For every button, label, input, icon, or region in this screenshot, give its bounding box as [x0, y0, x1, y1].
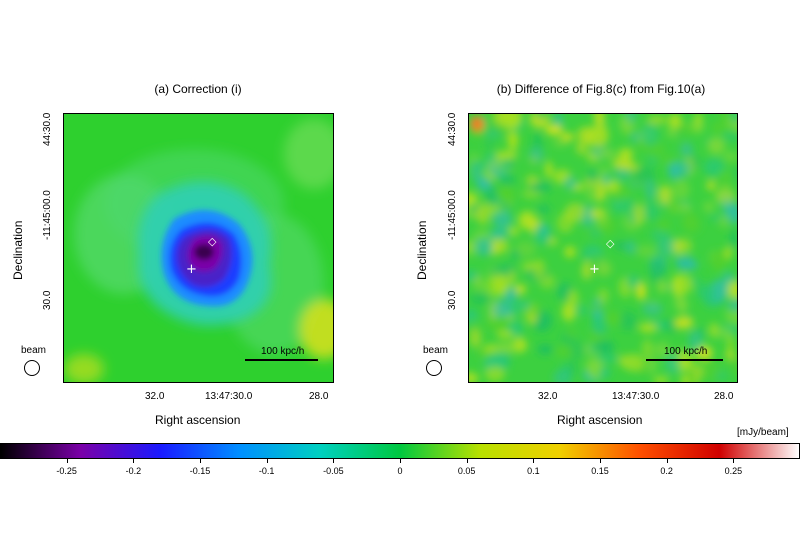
- colorbar-tick-mark: [666, 459, 668, 463]
- colorbar-tick-label: 0.25: [724, 466, 743, 476]
- panel-b-title: (b) Difference of Fig.8(c) from Fig.10(a…: [496, 82, 706, 96]
- colorbar-tick-label: -0.25: [56, 466, 77, 476]
- colorbar-tick-label: -0.15: [189, 466, 211, 476]
- panel-b-map: ◇ + 100 kpc/h: [468, 113, 738, 383]
- panel-a-beam-label: beam: [21, 345, 47, 356]
- colorbar-tick-mark: [333, 459, 335, 463]
- panel-b-scalebar-label: 100 kpc/h: [664, 346, 708, 357]
- colorbar-tick-mark: [533, 459, 535, 463]
- panel-a-diamond-marker: ◇: [208, 235, 217, 248]
- colorbar-tick-mark: [133, 459, 135, 463]
- panel-b-ytick-3: 30.0: [447, 290, 458, 310]
- colorbar-tick-label: 0.2: [660, 466, 673, 476]
- panel-b-xtick-2: 13:47:30.0: [612, 391, 660, 402]
- panel-a-ytick-2: -11:45:00.0: [42, 190, 53, 240]
- colorbar-tick-label: -0.1: [258, 466, 275, 476]
- panel-b-beam-label: beam: [423, 345, 449, 356]
- panel-b-cross-marker: +: [589, 262, 600, 277]
- colorbar-tick-label: 0: [397, 466, 403, 476]
- panel-b-xlabel: Right ascension: [557, 413, 643, 427]
- panel-a-cross-marker: +: [186, 262, 197, 277]
- colorbar-unit: [mJy/beam]: [737, 427, 789, 438]
- colorbar-tick-label: 0.15: [591, 466, 609, 476]
- colorbar-tick-label: 0.1: [527, 466, 540, 476]
- panel-a-ylabel: Declination: [11, 220, 25, 280]
- panel-a-map: ◇ + 100 kpc/h: [63, 113, 334, 383]
- colorbar-tick-mark: [466, 459, 468, 463]
- colorbar-tick-label: 0.05: [457, 466, 476, 476]
- panel-a-beam-icon: [24, 360, 40, 376]
- panel-a-image: ◇ +: [64, 114, 333, 382]
- panel-b-diamond-marker: ◇: [606, 237, 615, 250]
- colorbar-tick-mark: [200, 459, 201, 463]
- panel-a-ytick-3: 30.0: [42, 290, 53, 310]
- colorbar-tick-label: -0.2: [125, 466, 142, 476]
- colorbar-tick-mark: [266, 459, 268, 463]
- panel-b-beam-icon: [426, 360, 442, 376]
- panel-b-ylabel: Declination: [415, 220, 429, 280]
- colorbar: [0, 443, 800, 459]
- colorbar-tick-mark: [600, 459, 601, 463]
- panel-a-title: (a) Correction (i): [154, 82, 242, 96]
- panel-b-xtick-1: 32.0: [538, 391, 558, 402]
- panel-b-ytick-2: -11:45:00.0: [447, 190, 458, 240]
- colorbar-tick-mark: [400, 459, 401, 463]
- colorbar-tick-mark: [66, 459, 68, 463]
- panel-a-scalebar-label: 100 kpc/h: [261, 346, 305, 357]
- colorbar-tick-mark: [733, 459, 735, 463]
- colorbar-tick-label: -0.05: [323, 466, 344, 476]
- panel-b-ytick-1: 44:30.0: [447, 112, 458, 146]
- panel-b-image: ◇ +: [469, 114, 737, 382]
- panel-a-xtick-3: 28.0: [309, 391, 329, 402]
- panel-a-xtick-2: 13:47:30.0: [205, 391, 253, 402]
- panel-a-xtick-1: 32.0: [145, 391, 165, 402]
- panel-a-xlabel: Right ascension: [155, 413, 241, 427]
- panel-a-ytick-1: 44:30.0: [42, 112, 53, 146]
- panel-b-xtick-3: 28.0: [714, 391, 734, 402]
